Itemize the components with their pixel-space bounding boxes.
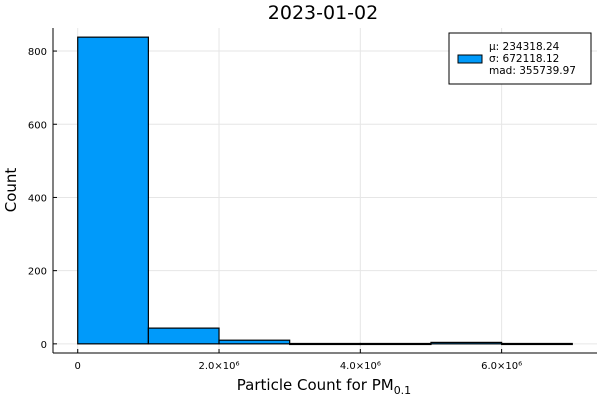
histogram-bar <box>430 341 503 345</box>
y-tick-label: 0 <box>41 340 47 351</box>
legend-std: σ: 672118.12 <box>489 53 559 65</box>
histogram-bar <box>77 36 149 345</box>
y-tick-label: 600 <box>28 120 47 131</box>
histogram-bar <box>359 342 432 346</box>
histogram-bar <box>501 342 573 346</box>
x-tick-label: 2.0×10⁶ <box>199 361 240 372</box>
x-tick-label: 4.0×10⁶ <box>340 361 381 372</box>
histogram-bar <box>218 339 291 345</box>
legend-mad: mad: 355739.97 <box>489 65 576 77</box>
histogram-bars <box>77 36 573 346</box>
x-axis-label: Particle Count for PM0.1 <box>237 376 411 397</box>
legend-mean: μ: 234318.24 <box>489 41 560 53</box>
legend: μ: 234318.24 σ: 672118.12 mad: 355739.97 <box>448 32 592 85</box>
y-tick-label: 400 <box>28 193 47 204</box>
y-ticks: 0 200 400 600 800 <box>28 47 57 351</box>
x-ticks: 0 2.0×10⁶ 4.0×10⁶ 6.0×10⁶ <box>75 349 522 372</box>
histogram-bar <box>289 342 361 346</box>
y-axis-label: Count <box>2 168 20 213</box>
histogram-bar <box>147 327 220 345</box>
chart-title: 2023-01-02 <box>268 2 378 24</box>
y-tick-label: 800 <box>28 47 47 58</box>
axes <box>52 28 597 354</box>
y-tick-label: 200 <box>28 267 47 278</box>
legend-swatch <box>457 54 483 64</box>
x-tick-label: 6.0×10⁶ <box>481 361 522 372</box>
x-tick-label: 0 <box>75 361 81 372</box>
